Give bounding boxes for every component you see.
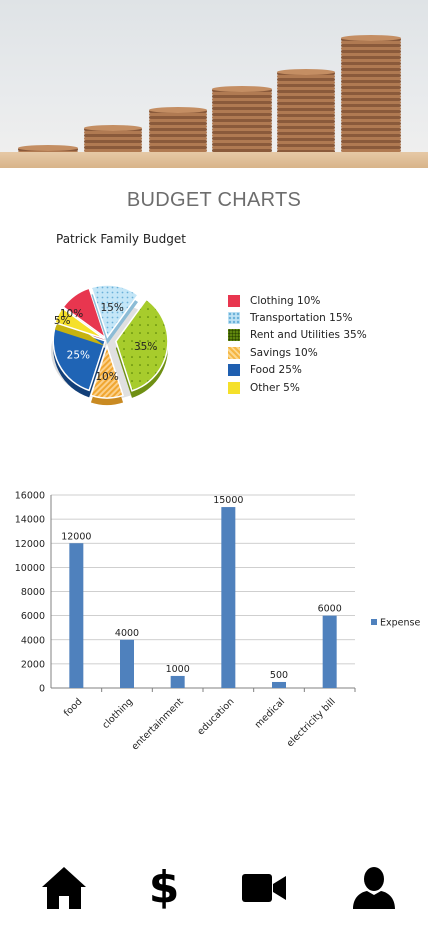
nav-budget-button[interactable]: $ [138, 862, 190, 914]
y-tick-label: 6000 [21, 611, 45, 622]
pie-chart-title: Patrick Family Budget [56, 232, 186, 246]
pie-slice-label: 10% [60, 308, 83, 320]
coin-stack [341, 35, 401, 158]
bar-food [69, 543, 84, 688]
bar-data-label: 500 [270, 670, 288, 681]
legend-item-transportation: Transportation 15% [228, 309, 367, 326]
legend-swatch [228, 329, 240, 342]
hero-image [0, 0, 428, 168]
y-tick-label: 8000 [21, 587, 45, 598]
legend-item-food: Food 25% [228, 362, 367, 379]
bar-data-label: 4000 [115, 628, 139, 639]
pie-legend: Clothing 10% Transportation 15% Rent and… [228, 292, 367, 396]
bar-clothing [120, 639, 134, 688]
coin-stack [277, 69, 335, 156]
legend-item-rent-and-utilities: Rent and Utilities 35% [228, 327, 367, 344]
legend-label: Rent and Utilities 35% [250, 329, 367, 342]
legend-swatch [228, 364, 240, 377]
legend-label: Clothing 10% [250, 294, 321, 307]
x-tick-label: education [195, 696, 236, 737]
bar-data-label: 1000 [166, 664, 190, 675]
x-tick-label: food [62, 696, 85, 719]
x-tick-label: entertainment [130, 696, 186, 752]
legend-label: Transportation 15% [250, 312, 353, 325]
coin-stack [149, 107, 207, 158]
bar-data-label: 6000 [318, 604, 342, 615]
coin-stack [212, 86, 272, 158]
y-tick-label: 16000 [15, 491, 45, 502]
y-tick-label: 10000 [15, 563, 45, 574]
y-tick-label: 4000 [21, 635, 45, 646]
bar-data-label: 12000 [61, 531, 91, 542]
y-tick-label: 0 [39, 684, 45, 695]
expense-bar-chart: 0 2000 4000 6000 8000 10000 12000 14000 16000 120… [15, 491, 421, 753]
coin-stacks-illustration [18, 35, 401, 158]
pie-slice-savings [89, 343, 125, 405]
legend-swatch [228, 312, 240, 325]
bar-medical [272, 681, 286, 688]
x-tick-label: electricity bill [285, 696, 338, 749]
x-tick-label: medical [253, 696, 287, 730]
y-tick-label: 14000 [15, 515, 45, 526]
legend-swatch [228, 381, 240, 394]
legend-swatch [228, 346, 240, 359]
legend-item-savings: Savings 10% [228, 344, 367, 361]
x-tick-label: clothing [100, 696, 135, 731]
hero-table-surface [0, 152, 428, 168]
legend-label: Other 5% [250, 381, 300, 394]
pie-slice-label: 15% [101, 302, 124, 314]
pie-slice-label: 25% [67, 350, 90, 362]
bar-entertainment [170, 675, 185, 688]
pie-chart: 10% 15% 35% 10% 25% 5% [51, 284, 169, 405]
legend-swatch [371, 619, 377, 625]
legend-label: Savings 10% [250, 346, 318, 359]
pie-slice-label: 10% [95, 371, 118, 383]
nav-home-button[interactable] [38, 862, 90, 914]
legend-label: Food 25% [250, 364, 302, 377]
bar-electricity-bill [322, 615, 337, 688]
legend-item-other: Other 5% [228, 379, 367, 396]
user-icon [353, 867, 395, 909]
bottom-navigation: $ [0, 862, 428, 918]
pie-slice-transportation [90, 284, 140, 345]
y-tick-label: 12000 [15, 539, 45, 550]
y-tick-label: 2000 [21, 659, 45, 670]
dollar-icon: $ [148, 862, 180, 913]
bar-data-label: 15000 [213, 495, 243, 506]
pie-slice-label: 35% [134, 341, 157, 353]
legend-swatch [228, 294, 240, 307]
pie-slice-rent-and-utilities [115, 298, 169, 398]
legend-item-clothing: Clothing 10% [228, 292, 367, 309]
pie-slice-other [53, 307, 105, 346]
page-title: BUDGET CHARTS [126, 189, 302, 211]
pie-slice-label: 5% [54, 315, 71, 327]
nav-profile-button[interactable] [348, 862, 400, 914]
legend-label: Expense [380, 618, 420, 629]
home-icon [42, 867, 86, 909]
bar-legend: Expense [371, 618, 420, 629]
bar-chart-plot: 0 2000 4000 6000 8000 10000 12000 14000 16000 120… [15, 491, 356, 752]
nav-video-button[interactable] [238, 862, 290, 914]
bar-education [221, 507, 236, 688]
video-camera-icon [242, 874, 286, 902]
